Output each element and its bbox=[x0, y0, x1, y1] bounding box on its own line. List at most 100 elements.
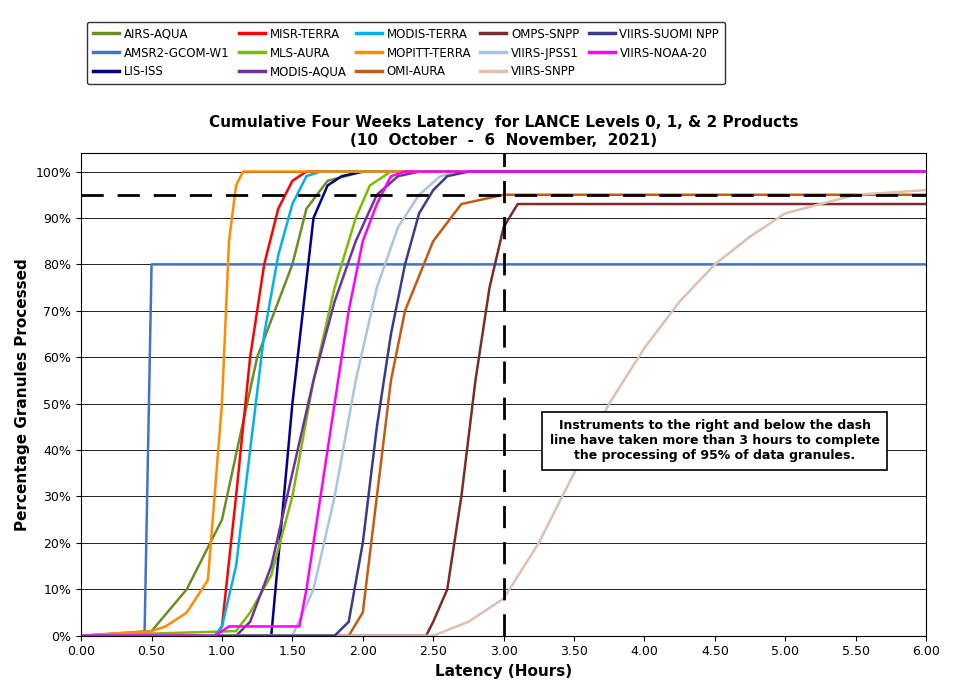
LIS-ISS bbox=[286, 400, 298, 408]
MOPITT-TERRA bbox=[230, 181, 242, 189]
MISR-TERRA bbox=[230, 492, 242, 500]
OMI-AURA bbox=[343, 632, 354, 640]
OMPS-SNPP bbox=[484, 283, 496, 291]
MODIS-AQUA bbox=[350, 237, 362, 246]
LIS-ISS bbox=[322, 181, 333, 189]
VIIRS-SUOMI NPP bbox=[921, 167, 932, 176]
VIIRS-NOAA-20 bbox=[322, 446, 333, 454]
VIIRS-NOAA-20 bbox=[216, 627, 227, 635]
MODIS-AQUA bbox=[308, 376, 319, 384]
AIRS-AQUA bbox=[357, 167, 369, 176]
Line: VIIRS-JPSS1: VIIRS-JPSS1 bbox=[81, 171, 926, 636]
MODIS-AQUA bbox=[921, 167, 932, 176]
OMI-AURA bbox=[921, 191, 932, 199]
Title: Cumulative Four Weeks Latency  for LANCE Levels 0, 1, & 2 Products
(10  October : Cumulative Four Weeks Latency for LANCE … bbox=[209, 115, 798, 148]
MLS-AURA bbox=[244, 609, 256, 617]
MLS-AURA bbox=[329, 283, 340, 291]
OMPS-SNPP bbox=[512, 200, 523, 208]
MODIS-TERRA bbox=[259, 330, 270, 338]
MLS-AURA bbox=[364, 181, 375, 189]
MOPITT-TERRA bbox=[921, 167, 932, 176]
VIIRS-NOAA-20 bbox=[921, 167, 932, 176]
VIIRS-JPSS1 bbox=[329, 492, 340, 500]
OMPS-SNPP bbox=[75, 632, 87, 640]
VIIRS-SUOMI NPP bbox=[399, 260, 411, 269]
OMPS-SNPP bbox=[428, 618, 439, 626]
Line: VIIRS-SUOMI NPP: VIIRS-SUOMI NPP bbox=[81, 171, 926, 636]
MOPITT-TERRA bbox=[238, 167, 249, 176]
OMPS-SNPP bbox=[921, 200, 932, 208]
OMI-AURA bbox=[498, 191, 509, 199]
VIIRS-SNPP bbox=[462, 618, 474, 626]
OMPS-SNPP bbox=[441, 585, 453, 593]
VIIRS-SNPP bbox=[921, 186, 932, 194]
OMI-AURA bbox=[428, 237, 439, 246]
VIIRS-NOAA-20 bbox=[294, 623, 306, 631]
VIIRS-SUOMI NPP bbox=[385, 330, 396, 338]
VIIRS-SUOMI NPP bbox=[428, 186, 439, 194]
MISR-TERRA bbox=[272, 205, 284, 213]
VIIRS-JPSS1 bbox=[350, 376, 362, 384]
Line: MLS-AURA: MLS-AURA bbox=[81, 171, 926, 636]
VIIRS-NOAA-20 bbox=[75, 632, 87, 640]
MLS-AURA bbox=[385, 167, 396, 176]
MODIS-TERRA bbox=[301, 172, 312, 180]
AIRS-AQUA bbox=[322, 177, 333, 185]
VIIRS-SUOMI NPP bbox=[75, 632, 87, 640]
MODIS-TERRA bbox=[286, 200, 298, 208]
OMI-AURA bbox=[399, 307, 411, 315]
MODIS-TERRA bbox=[244, 446, 256, 454]
AIRS-AQUA bbox=[146, 627, 158, 635]
VIIRS-JPSS1 bbox=[75, 632, 87, 640]
VIIRS-SUOMI NPP bbox=[343, 618, 354, 626]
MLS-AURA bbox=[230, 627, 242, 635]
VIIRS-SNPP bbox=[674, 297, 686, 305]
OMI-AURA bbox=[357, 609, 369, 617]
VIIRS-JPSS1 bbox=[286, 632, 298, 640]
MODIS-TERRA bbox=[216, 623, 227, 631]
AMSR2-GCOM-W1 bbox=[146, 260, 158, 269]
MODIS-TERRA bbox=[921, 167, 932, 176]
VIIRS-SUOMI NPP bbox=[357, 539, 369, 547]
MISR-TERRA bbox=[286, 177, 298, 185]
MODIS-AQUA bbox=[371, 191, 383, 199]
MODIS-AQUA bbox=[329, 297, 340, 305]
Line: OMPS-SNPP: OMPS-SNPP bbox=[81, 204, 926, 636]
MODIS-AQUA bbox=[230, 632, 242, 640]
MOPITT-TERRA bbox=[216, 400, 227, 408]
VIIRS-SUOMI NPP bbox=[441, 172, 453, 180]
AIRS-AQUA bbox=[286, 260, 298, 269]
VIIRS-JPSS1 bbox=[371, 283, 383, 291]
OMPS-SNPP bbox=[456, 492, 467, 500]
OMI-AURA bbox=[456, 200, 467, 208]
MODIS-TERRA bbox=[209, 632, 221, 640]
MLS-AURA bbox=[921, 167, 932, 176]
AIRS-AQUA bbox=[251, 353, 263, 362]
MOPITT-TERRA bbox=[159, 623, 171, 631]
VIIRS-SUOMI NPP bbox=[329, 632, 340, 640]
VIIRS-NOAA-20 bbox=[371, 200, 383, 208]
MODIS-AQUA bbox=[414, 167, 425, 176]
VIIRS-NOAA-20 bbox=[385, 172, 396, 180]
MLS-AURA bbox=[286, 492, 298, 500]
VIIRS-JPSS1 bbox=[435, 172, 446, 180]
VIIRS-NOAA-20 bbox=[209, 632, 221, 640]
AIRS-AQUA bbox=[301, 205, 312, 213]
VIIRS-SNPP bbox=[850, 191, 861, 199]
VIIRS-NOAA-20 bbox=[223, 623, 235, 631]
VIIRS-SNPP bbox=[75, 632, 87, 640]
MISR-TERRA bbox=[259, 260, 270, 269]
MODIS-AQUA bbox=[265, 562, 277, 570]
OMI-AURA bbox=[385, 376, 396, 384]
MISR-TERRA bbox=[209, 632, 221, 640]
VIIRS-SNPP bbox=[498, 595, 509, 603]
LIS-ISS bbox=[336, 172, 348, 180]
AIRS-AQUA bbox=[75, 632, 87, 640]
LIS-ISS bbox=[308, 214, 319, 222]
AIRS-AQUA bbox=[181, 585, 193, 593]
VIIRS-NOAA-20 bbox=[399, 167, 411, 176]
MOPITT-TERRA bbox=[223, 237, 235, 246]
VIIRS-SNPP bbox=[568, 469, 580, 477]
LIS-ISS bbox=[75, 632, 87, 640]
MISR-TERRA bbox=[244, 353, 256, 362]
